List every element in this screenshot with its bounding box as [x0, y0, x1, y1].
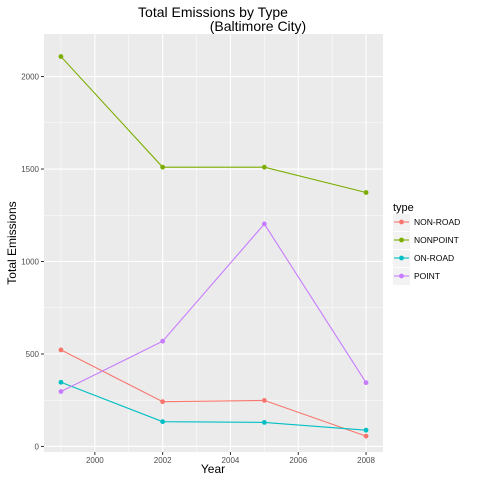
legend-item-nonpoint: NONPOINT [393, 232, 459, 249]
data-point [58, 54, 64, 59]
data-point [363, 190, 369, 195]
legend-key-point [399, 255, 404, 261]
series-line [60, 381, 367, 431]
legend-label: POINT [414, 271, 440, 281]
x-tick-label: 2006 [289, 456, 307, 465]
data-point [363, 433, 369, 439]
legend-label: ON-ROAD [414, 253, 454, 263]
data-point [160, 399, 166, 405]
series-line [60, 223, 367, 393]
axes: 2000 2002 2004 2006 2008 0 500 1000 1500 2000 [21, 73, 375, 465]
grid-lines [44, 34, 383, 452]
data-point [261, 420, 267, 425]
x-axis-title: Year [201, 462, 225, 476]
series-line [60, 56, 367, 194]
data-point [160, 164, 166, 170]
legend-label: NON-ROAD [414, 217, 460, 227]
legend: type NON-ROAD NONPOINT ON-ROAD POINT [393, 202, 460, 285]
y-tick-label: 0 [35, 442, 40, 451]
series-layer [58, 54, 369, 439]
data-point [160, 419, 166, 425]
y-axis-title: Total Emissions [5, 201, 19, 284]
legend-label: NONPOINT [414, 235, 459, 245]
y-tick-label: 1500 [21, 165, 39, 174]
legend-item-on-road: ON-ROAD [393, 250, 454, 267]
legend-key-point [399, 237, 404, 243]
legend-title: type [393, 202, 414, 214]
legend-key-point [399, 273, 404, 279]
x-tick-label: 2008 [357, 456, 375, 465]
data-point [261, 221, 267, 227]
legend-key-point [399, 219, 404, 225]
data-point [160, 338, 166, 344]
y-tick-label: 1000 [21, 257, 39, 266]
plot-panel [44, 34, 383, 452]
data-point [58, 389, 64, 394]
x-tick-label: 2002 [154, 456, 172, 465]
series-on-road [58, 379, 369, 433]
x-tick-label: 2004 [222, 456, 240, 465]
data-point [261, 397, 267, 403]
series-point [58, 221, 369, 394]
chart-title: Total Emissions by Type [138, 4, 288, 20]
data-point [58, 379, 64, 385]
series-line [60, 349, 367, 437]
legend-item-non-road: NON-ROAD [393, 214, 460, 231]
series-nonpoint [58, 54, 369, 195]
data-point [261, 164, 267, 170]
data-point [363, 380, 369, 386]
chart-subtitle: (Baltimore City) [210, 18, 306, 34]
data-point [363, 427, 369, 433]
y-tick-label: 500 [26, 350, 40, 359]
series-non-road [58, 347, 369, 439]
data-point [58, 347, 64, 353]
y-tick-label: 2000 [21, 73, 39, 82]
legend-item-point: POINT [393, 268, 440, 285]
x-tick-label: 2000 [86, 456, 104, 465]
